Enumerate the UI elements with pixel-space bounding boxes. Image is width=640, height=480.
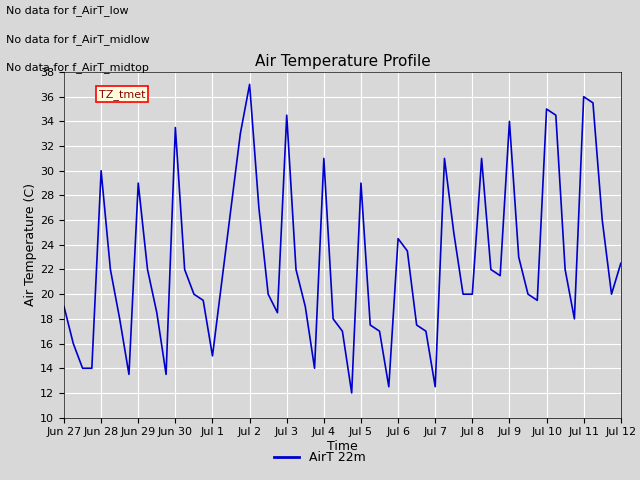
Text: No data for f_AirT_midtop: No data for f_AirT_midtop (6, 62, 149, 73)
X-axis label: Time: Time (327, 440, 358, 453)
Title: Air Temperature Profile: Air Temperature Profile (255, 54, 430, 70)
Legend: AirT 22m: AirT 22m (269, 446, 371, 469)
Text: No data for f_AirT_midlow: No data for f_AirT_midlow (6, 34, 150, 45)
Y-axis label: Air Temperature (C): Air Temperature (C) (24, 183, 37, 306)
Text: TZ_tmet: TZ_tmet (99, 89, 146, 100)
Text: No data for f_AirT_low: No data for f_AirT_low (6, 5, 129, 16)
